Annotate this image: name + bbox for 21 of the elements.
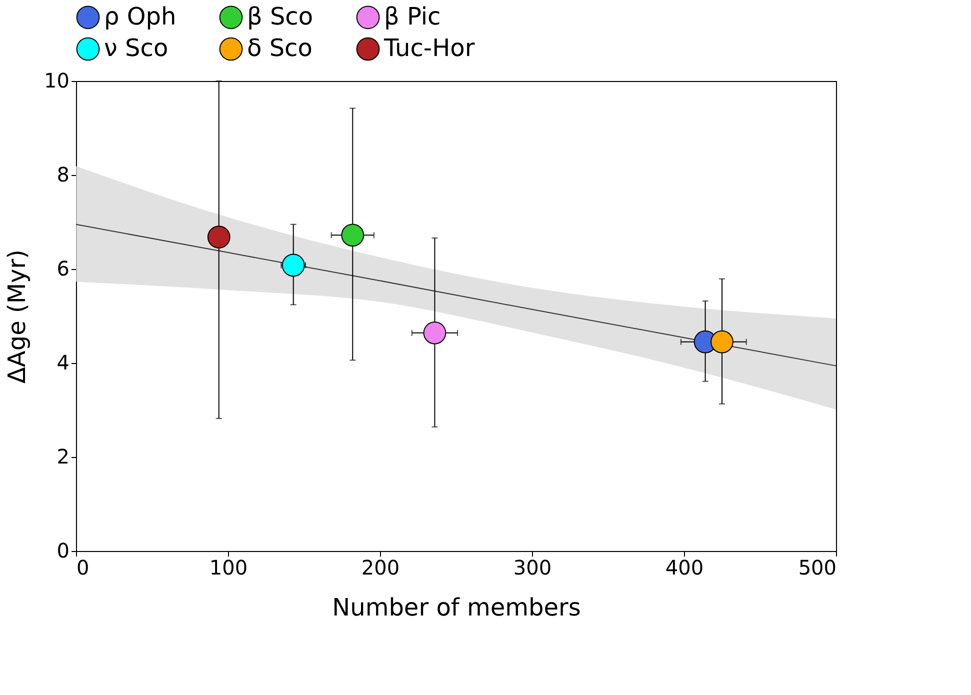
legend-label: β Sco: [247, 2, 314, 30]
y-tick-label: 6: [56, 256, 70, 280]
legend-label: β Pic: [384, 2, 441, 30]
y-tick-label: 8: [56, 162, 70, 186]
y-tick-label: 10: [44, 68, 70, 92]
x-axis-title: Number of members: [332, 594, 581, 622]
x-tick-label: 400: [665, 556, 704, 580]
x-tick-label: 500: [798, 556, 836, 580]
y-axis-title: ΔAge (Myr): [3, 250, 32, 384]
y-tick-label: 4: [56, 350, 70, 374]
y-tick-label: 2: [56, 444, 70, 468]
legend-label: ν Sco: [104, 34, 168, 62]
legend-label: ρ Oph: [104, 2, 176, 30]
y-tick-label: 0: [56, 538, 70, 562]
x-tick-label: 300: [513, 556, 552, 580]
legend-label: δ Sco: [247, 34, 312, 62]
x-tick-label: 100: [209, 556, 248, 580]
x-tick-label: 200: [361, 556, 400, 580]
line-series: [76, 224, 836, 366]
legend-label: Tuc-Hor: [383, 34, 475, 62]
x-tick-label: 0: [76, 556, 90, 580]
